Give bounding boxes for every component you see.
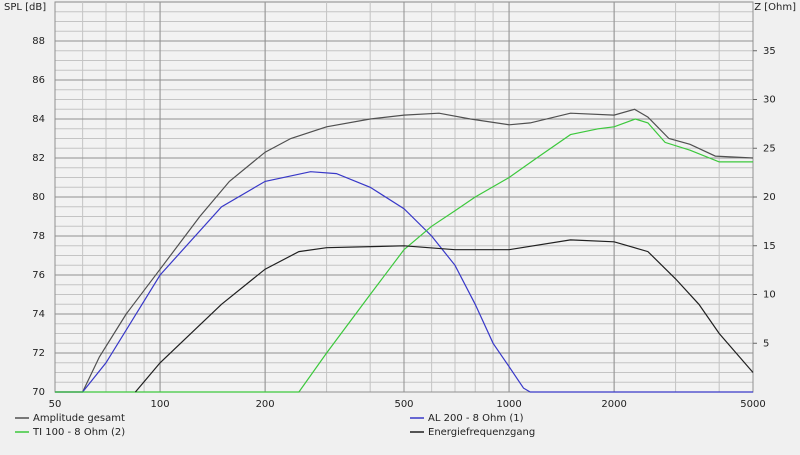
x-tick-label: 2000 <box>601 399 626 410</box>
y-tick-label: 88 <box>32 36 45 47</box>
x-tick-label: 5000 <box>740 399 765 410</box>
series-line <box>134 239 754 393</box>
y-tick-label: 74 <box>32 309 45 320</box>
y-tick-label: 70 <box>32 387 45 398</box>
y2-tick-label: 20 <box>763 192 776 203</box>
x-tick-label: 100 <box>151 399 170 410</box>
series-line <box>55 171 753 393</box>
y-tick-label: 78 <box>32 231 45 242</box>
series-line <box>55 118 753 393</box>
y2-tick-label: 35 <box>763 46 776 57</box>
y-tick-label: 76 <box>32 270 45 281</box>
series-line <box>55 108 754 393</box>
legend-label: Energiefrequenzgang <box>428 427 535 438</box>
x-tick-label: 200 <box>256 399 275 410</box>
y2-tick-label: 5 <box>763 338 769 349</box>
y-tick-label: 80 <box>32 192 45 203</box>
x-tick-label: 1000 <box>496 399 521 410</box>
y2-axis-label: Z [Ohm] <box>754 2 796 13</box>
y2-tick-label: 25 <box>763 143 776 154</box>
y2-tick-label: 30 <box>763 95 776 106</box>
legend-label: TI 100 - 8 Ohm (2) <box>32 427 125 438</box>
y-tick-label: 82 <box>32 153 45 164</box>
y-tick-label: 72 <box>32 348 45 359</box>
y2-tick-label: 10 <box>763 290 776 301</box>
y-tick-label: 86 <box>32 75 45 86</box>
legend-label: Amplitude gesamt <box>33 413 125 424</box>
legend-label: AL 200 - 8 Ohm (1) <box>428 413 524 424</box>
y-axis-label: SPL [dB] <box>4 2 46 13</box>
y-tick-label: 84 <box>32 114 45 125</box>
x-tick-label: 500 <box>394 399 413 410</box>
y2-tick-label: 15 <box>763 241 776 252</box>
x-tick-label: 50 <box>49 399 62 410</box>
